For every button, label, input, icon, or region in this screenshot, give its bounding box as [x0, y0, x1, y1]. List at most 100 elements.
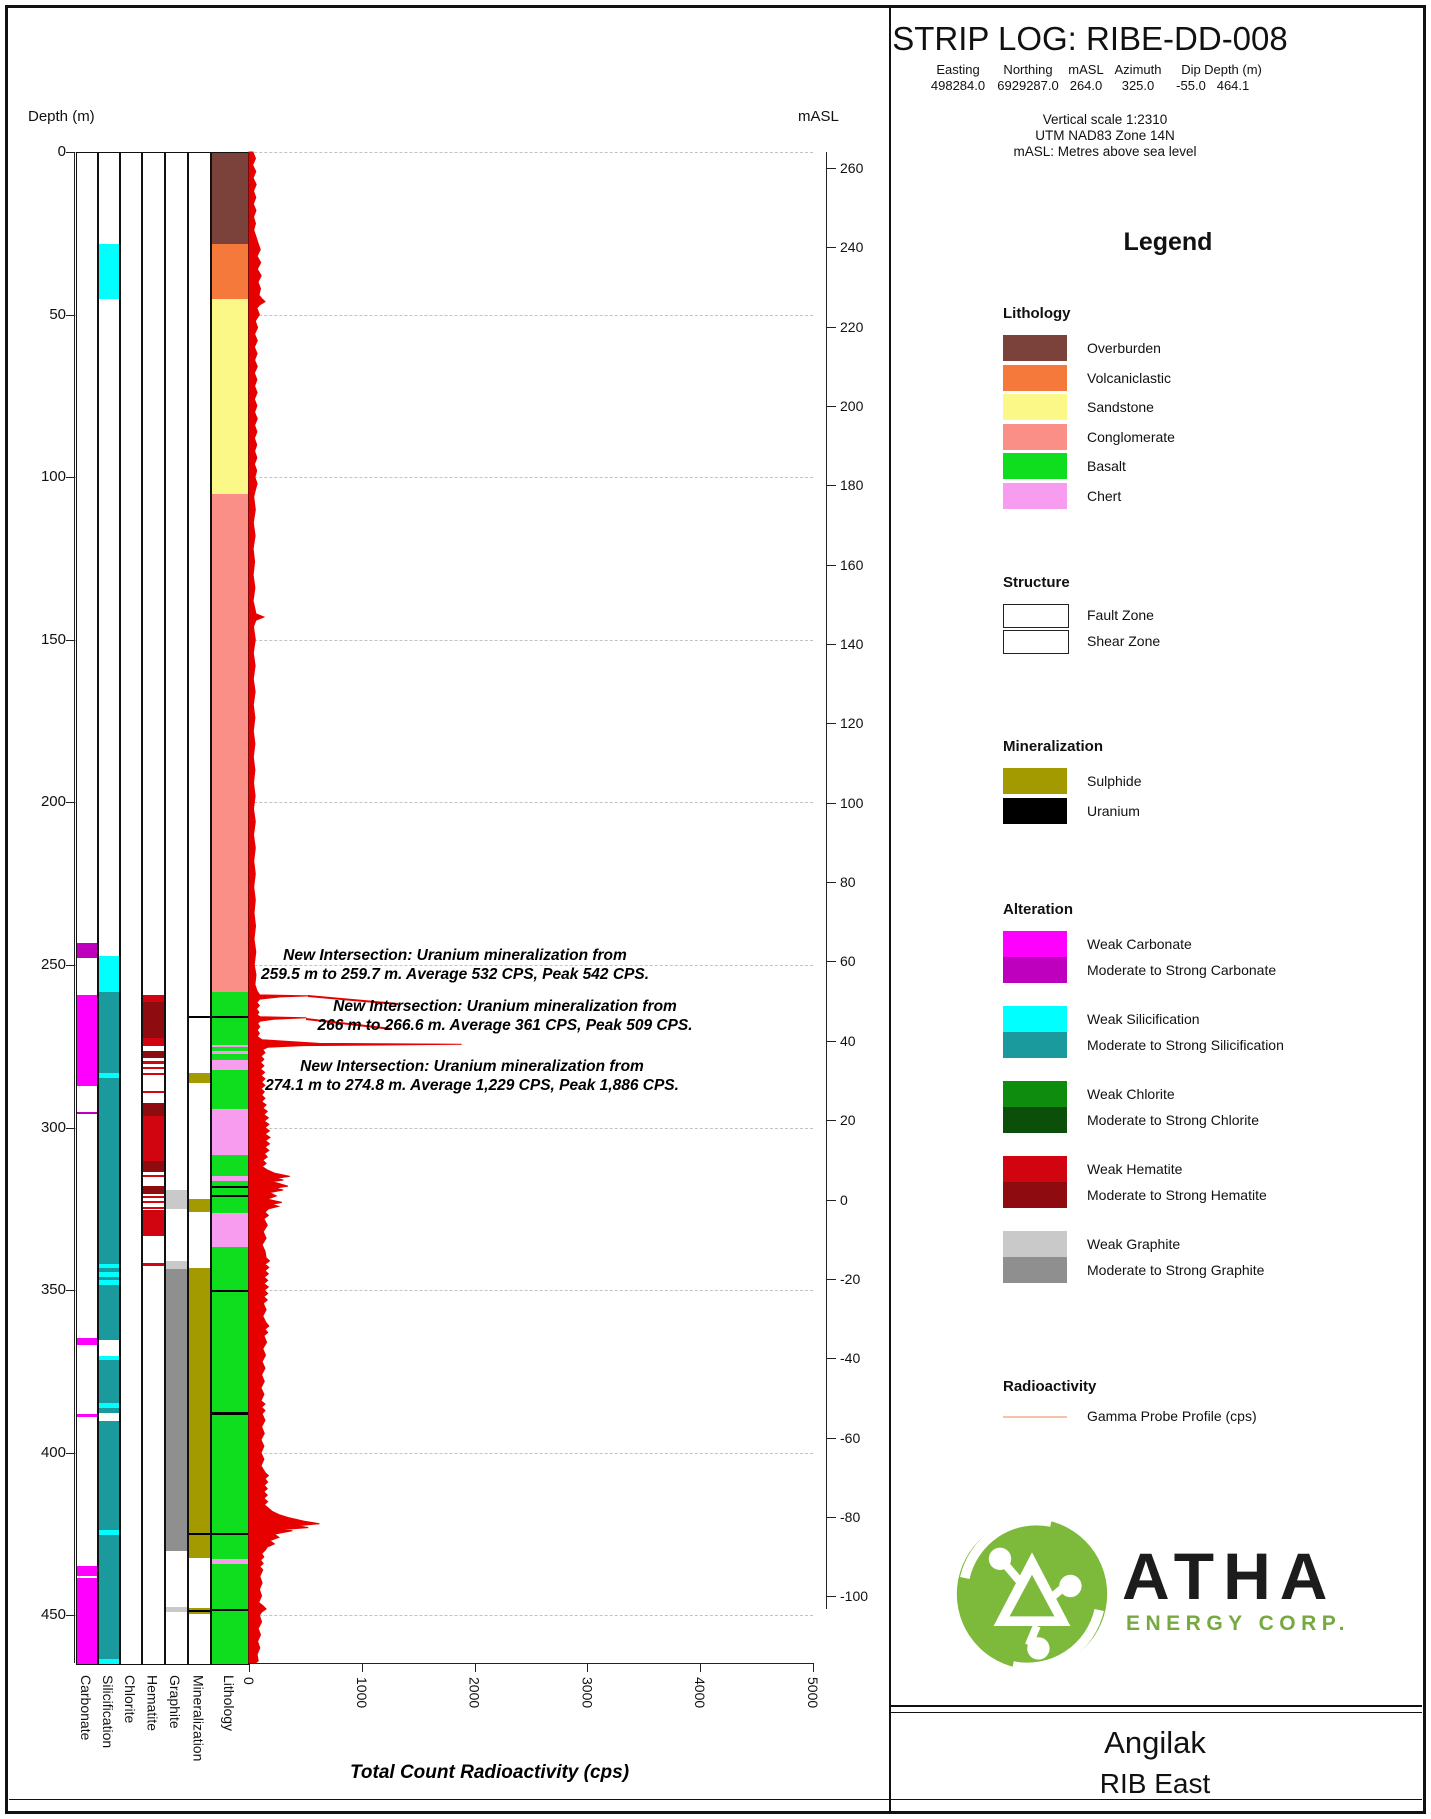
column-label-lithology: Lithology: [221, 1674, 237, 1731]
area-name: RIB East: [1099, 1768, 1211, 1799]
depth-axis-title: Depth (m): [28, 108, 95, 125]
interval-sil_weak: [99, 1658, 119, 1664]
project-name: Angilak: [1104, 1725, 1206, 1760]
depth-tick: [66, 1615, 74, 1617]
interval-basalt: [212, 1266, 248, 1290]
legend-swatch-conglomerate: [1003, 423, 1067, 450]
track-chlorite: [120, 152, 142, 1665]
interval-hem_strong: [143, 1001, 164, 1038]
annotation-line: New Intersection: Uranium mineralization…: [333, 998, 677, 1015]
track-carbonate: [76, 152, 98, 1665]
panel-divider: [889, 8, 891, 1811]
column-label-graphite: Graphite: [167, 1674, 183, 1729]
depth-tick-label: 0: [57, 143, 66, 160]
collar-field-label: Dip: [1181, 62, 1201, 77]
interval-basalt: [212, 1546, 248, 1560]
legend-swatch-weak: [1003, 1156, 1067, 1182]
legend-label: Moderate to Strong Hematite: [1087, 1187, 1267, 1203]
interval-gra_weak: [165, 1607, 187, 1612]
legend-label: Weak Silicification: [1087, 1011, 1200, 1027]
legend-swatch-shear-zone: [1003, 630, 1069, 654]
interval-hem_strong: [143, 1161, 164, 1173]
masl-tick-label: 240: [840, 239, 864, 256]
interval-hem_weak: [143, 1115, 164, 1162]
x-tick: [813, 1662, 814, 1672]
legend-label: Weak Graphite: [1087, 1236, 1181, 1252]
legend-swatch-strong: [1003, 1182, 1067, 1208]
interval-basalt: [212, 1039, 248, 1045]
collar-field-label: Easting: [936, 62, 980, 77]
legend-label: Weak Chlorite: [1087, 1086, 1175, 1102]
masl-tick: [827, 1040, 836, 1042]
interval-chert: [212, 1060, 248, 1071]
interval-hem_weak: [143, 1201, 164, 1204]
intersection-annotation-1: New Intersection: Uranium mineralization…: [261, 946, 649, 984]
interval-basalt: [212, 1247, 248, 1267]
masl-tick-label: -80: [840, 1508, 861, 1525]
masl-tick-label: -40: [840, 1350, 861, 1367]
interval-hem_weak: [143, 1174, 164, 1178]
legend-label: Weak Hematite: [1087, 1161, 1183, 1177]
column-label-carbonate: Carbonate: [78, 1674, 94, 1741]
masl-tick-label: 40: [840, 1032, 856, 1049]
interval-basalt: [212, 1070, 248, 1110]
legend-swatch-weak: [1003, 1231, 1067, 1257]
interval-uranium: [212, 1289, 248, 1293]
x-tick: [249, 1662, 250, 1672]
interval-carb_weak: [77, 995, 97, 1087]
interval-sil_strong: [99, 1408, 119, 1414]
interval-basalt: [212, 1563, 248, 1609]
collar-field-value: 6929287.0: [997, 78, 1059, 93]
legend-swatch-strong: [1003, 1107, 1067, 1133]
interval-basalt: [212, 1017, 248, 1040]
interval-basalt: [212, 1000, 248, 1016]
masl-tick: [827, 1516, 836, 1518]
masl-tick-label: 20: [840, 1112, 856, 1129]
depth-tick: [66, 1452, 74, 1454]
interval-hem_strong: [143, 1186, 164, 1195]
interval-uranium: [212, 1185, 248, 1189]
depth-tick: [66, 965, 74, 966]
intersection-annotation-2: New Intersection: Uranium mineralization…: [317, 997, 692, 1035]
interval-sil_weak: [99, 244, 119, 300]
interval-hem_strong: [143, 1050, 164, 1058]
interval-hem_weak: [143, 995, 164, 1002]
interval-uranium: [212, 1194, 248, 1198]
interval-hem_weak: [143, 1061, 164, 1064]
masl-tick: [827, 405, 836, 407]
note-line: mASL: Metres above sea level: [1013, 144, 1197, 159]
x-tick-label: 2000: [466, 1676, 483, 1709]
interval-chert: [212, 1213, 248, 1248]
interval-uranium: [212, 1532, 248, 1536]
interval-conglomerate: [212, 494, 248, 992]
interval-basalt: [212, 1154, 248, 1176]
masl-tick-label: 220: [840, 318, 864, 335]
outer-frame: [5, 5, 1426, 1814]
legend-label: Weak Carbonate: [1087, 936, 1192, 952]
depth-tick-label: 350: [40, 1281, 66, 1299]
atha-wordmark: ATHA: [1122, 1539, 1337, 1613]
legend-swatch-strong: [1003, 957, 1067, 983]
masl-tick-label: 120: [840, 715, 864, 732]
interval-sil_weak: [99, 1263, 119, 1269]
interval-hem_strong: [143, 1102, 164, 1116]
interval-basalt: [212, 1401, 248, 1413]
depth-tick: [66, 1127, 74, 1129]
legend-swatch-chert: [1003, 482, 1067, 509]
legend-label: Fault Zone: [1087, 607, 1154, 623]
collar-field-value: 264.0: [1069, 78, 1103, 93]
masl-tick-label: 140: [840, 636, 864, 653]
legend-swatch-weak: [1003, 931, 1067, 957]
interval-carb_weak: [77, 1338, 97, 1345]
note-line: UTM NAD83 Zone 14N: [1035, 128, 1175, 143]
legend-section-mineralization: Mineralization: [1003, 738, 1104, 755]
depth-tick: [66, 152, 74, 153]
legend-label: Sulphide: [1087, 773, 1142, 789]
depth-tick: [66, 477, 74, 479]
interval-chert: [212, 1051, 248, 1054]
interval-hem_weak: [143, 1066, 164, 1069]
legend-label: Uranium: [1087, 802, 1140, 819]
interval-carb_weak: [77, 1565, 97, 1577]
interval-hem_weak: [143, 1209, 164, 1236]
depth-tick-label: 150: [40, 630, 66, 648]
